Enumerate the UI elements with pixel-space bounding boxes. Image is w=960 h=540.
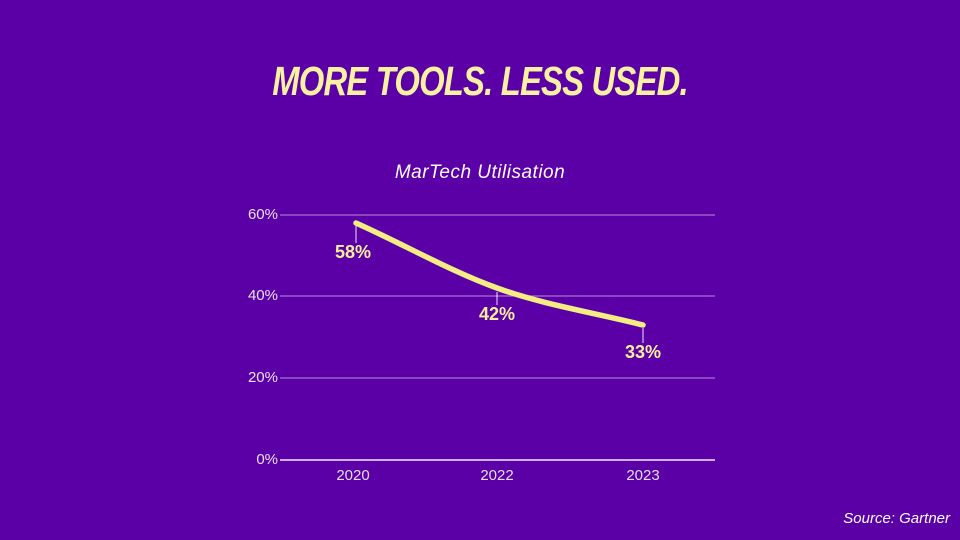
x-axis-label-2022: 2022	[480, 467, 514, 484]
x-axis-label-2020: 2020	[336, 467, 370, 484]
chart-title: MarTech Utilisation	[394, 162, 566, 183]
data-label-2020: 58%	[334, 242, 372, 262]
trend-line	[353, 220, 646, 328]
y-axis-tick-40: 40%	[247, 287, 278, 304]
y-axis-tick-0: 0%	[256, 451, 278, 468]
y-axis-tick-60: 60%	[247, 206, 278, 223]
data-label-2023: 33%	[624, 342, 662, 362]
source-note: Source: Gartner	[843, 510, 950, 527]
slide-title: MORE TOOLS. LESS USED.	[272, 58, 688, 104]
y-axis-tick-20: 20%	[247, 369, 278, 386]
x-axis-label-2023: 2023	[626, 467, 660, 484]
data-label-2022: 42%	[478, 304, 516, 324]
